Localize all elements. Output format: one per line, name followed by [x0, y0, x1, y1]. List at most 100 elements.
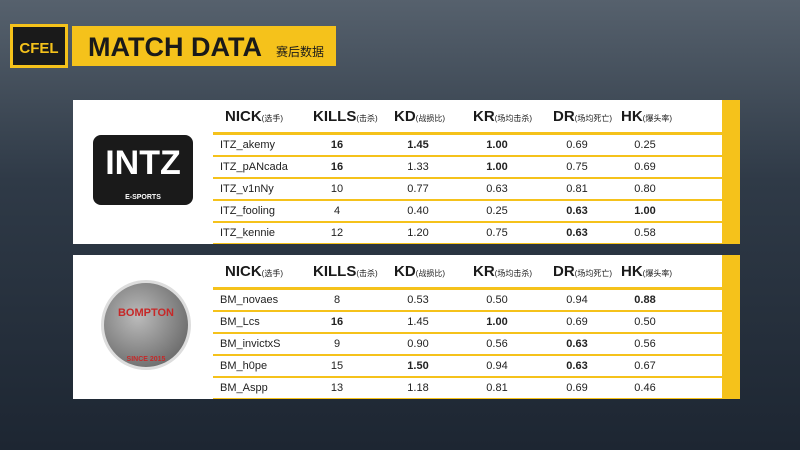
stat-value: 0.56 — [486, 338, 508, 350]
column-header: NICK(选手) — [225, 108, 283, 125]
stat-value: 1.18 — [407, 382, 429, 394]
stat-value: 0.90 — [407, 338, 429, 350]
stat-value: 8 — [333, 294, 341, 306]
table-row: ITZ_fooling 4 0.40 0.25 0.63 1.00 — [213, 201, 722, 221]
column-note: (场均死亡) — [574, 114, 612, 123]
column-header: HK(爆头率) — [621, 108, 672, 125]
table-row: ITZ_pANcada 16 1.33 1.00 0.75 0.69 — [213, 157, 722, 177]
stat-value: 0.94 — [566, 294, 588, 306]
team-panel: INTZ E-SPORTS NICK(选手) KILLS(击杀) KD(战损比) KR(场… — [73, 100, 740, 244]
column-note: (选手) — [261, 114, 283, 123]
stat-value: 16 — [330, 316, 344, 328]
column-header: KILLS(击杀) — [313, 108, 378, 125]
stat-value: 0.69 — [566, 139, 588, 151]
column-header: KILLS(击杀) — [313, 263, 378, 280]
table-row: BM_novaes 8 0.53 0.50 0.94 0.88 — [213, 290, 722, 310]
stat-value: 1.20 — [407, 227, 429, 239]
stat-value: 0.80 — [634, 183, 656, 195]
stat-value: 0.75 — [566, 161, 588, 173]
column-header: DR(场均死亡) — [553, 108, 612, 125]
column-note: (战损比) — [415, 269, 445, 278]
column-header: HK(爆头率) — [621, 263, 672, 280]
stat-value: 0.58 — [634, 227, 656, 239]
stat-value: 16 — [330, 161, 344, 173]
stat-value: 1.00 — [486, 161, 508, 173]
table-header: NICK(选手) KILLS(击杀) KD(战损比) KR(场均击杀) DR(场均死亡)… — [213, 100, 722, 132]
stat-value: 0.25 — [486, 205, 508, 217]
stat-value: 0.88 — [634, 294, 656, 306]
column-note: (战损比) — [415, 114, 445, 123]
stat-value: 0.81 — [486, 382, 508, 394]
team-panel: BOMPTON SINCE 2015 NICK(选手) KILLS(击杀) KD(战损比… — [73, 255, 740, 399]
stat-value: 0.53 — [407, 294, 429, 306]
stat-value: 0.46 — [634, 382, 656, 394]
table-row: BM_Lcs 16 1.45 1.00 0.69 0.50 — [213, 312, 722, 332]
column-note: (爆头率) — [642, 114, 672, 123]
stat-value: 1.45 — [407, 139, 429, 151]
stat-value: 0.81 — [566, 183, 588, 195]
stat-value: 13 — [330, 382, 344, 394]
stat-value: 1.45 — [407, 316, 429, 328]
player-name: BM_Lcs — [220, 316, 260, 328]
stat-value: 0.77 — [407, 183, 429, 195]
player-name: BM_novaes — [220, 294, 279, 306]
team-logo: INTZ E-SPORTS — [93, 135, 193, 205]
column-note: (爆头率) — [642, 269, 672, 278]
stat-value: 0.40 — [407, 205, 429, 217]
title: MATCH DATA — [88, 32, 262, 62]
stat-value: 0.69 — [566, 382, 588, 394]
stat-value: 0.56 — [634, 338, 656, 350]
stat-value: 4 — [333, 205, 341, 217]
player-name: ITZ_v1nNy — [220, 183, 274, 195]
stat-value: 0.63 — [566, 338, 588, 350]
stat-value: 0.63 — [486, 183, 508, 195]
player-name: ITZ_pANcada — [220, 161, 288, 173]
table-row: BM_h0pe 15 1.50 0.94 0.63 0.67 — [213, 356, 722, 376]
stat-value: 10 — [330, 183, 344, 195]
player-name: ITZ_fooling — [220, 205, 276, 217]
team-logo: BOMPTON SINCE 2015 — [101, 280, 191, 370]
accent-strip — [722, 100, 740, 244]
stat-value: 0.50 — [634, 316, 656, 328]
table-row: ITZ_akemy 16 1.45 1.00 0.69 0.25 — [213, 135, 722, 155]
title-banner — [72, 26, 336, 66]
stat-value: 1.33 — [407, 161, 429, 173]
column-note: (击杀) — [356, 114, 378, 123]
stat-value: 1.00 — [486, 139, 508, 151]
stat-value: 0.63 — [566, 360, 588, 372]
column-header: KD(战损比) — [394, 263, 445, 280]
stat-value: 1.00 — [486, 316, 508, 328]
stat-value: 0.67 — [634, 360, 656, 372]
player-name: BM_h0pe — [220, 360, 268, 372]
stat-value: 0.69 — [566, 316, 588, 328]
stat-value: 0.63 — [566, 227, 588, 239]
column-note: (场均击杀) — [494, 114, 532, 123]
stat-value: 15 — [330, 360, 344, 372]
column-header: KD(战损比) — [394, 108, 445, 125]
stat-value: 12 — [330, 227, 344, 239]
player-name: BM_invictxS — [220, 338, 281, 350]
subtitle: 赛后数据 — [276, 45, 325, 59]
table-row: ITZ_v1nNy 10 0.77 0.63 0.81 0.80 — [213, 179, 722, 199]
column-header: KR(场均击杀) — [473, 263, 532, 280]
stats-table: NICK(选手) KILLS(击杀) KD(战损比) KR(场均击杀) DR(场均死亡)… — [213, 100, 722, 244]
stat-value: 0.25 — [634, 139, 656, 151]
column-note: (选手) — [261, 269, 283, 278]
table-row: ITZ_kennie 12 1.20 0.75 0.63 0.58 — [213, 223, 722, 243]
player-name: BM_Aspp — [220, 382, 268, 394]
column-header: NICK(选手) — [225, 263, 283, 280]
league-logo: CFEL — [10, 24, 68, 68]
accent-strip — [722, 255, 740, 399]
stat-value: 0.63 — [566, 205, 588, 217]
table-header: NICK(选手) KILLS(击杀) KD(战损比) KR(场均击杀) DR(场均死亡)… — [213, 255, 722, 287]
stat-value: 1.50 — [407, 360, 429, 372]
column-header: DR(场均死亡) — [553, 263, 612, 280]
stat-value: 1.00 — [634, 205, 656, 217]
column-note: (场均击杀) — [494, 269, 532, 278]
stat-value: 0.69 — [634, 161, 656, 173]
table-row: BM_invictxS 9 0.90 0.56 0.63 0.56 — [213, 334, 722, 354]
stat-value: 0.50 — [486, 294, 508, 306]
team-logo-sub: E-SPORTS — [125, 194, 161, 201]
column-header: KR(场均击杀) — [473, 108, 532, 125]
